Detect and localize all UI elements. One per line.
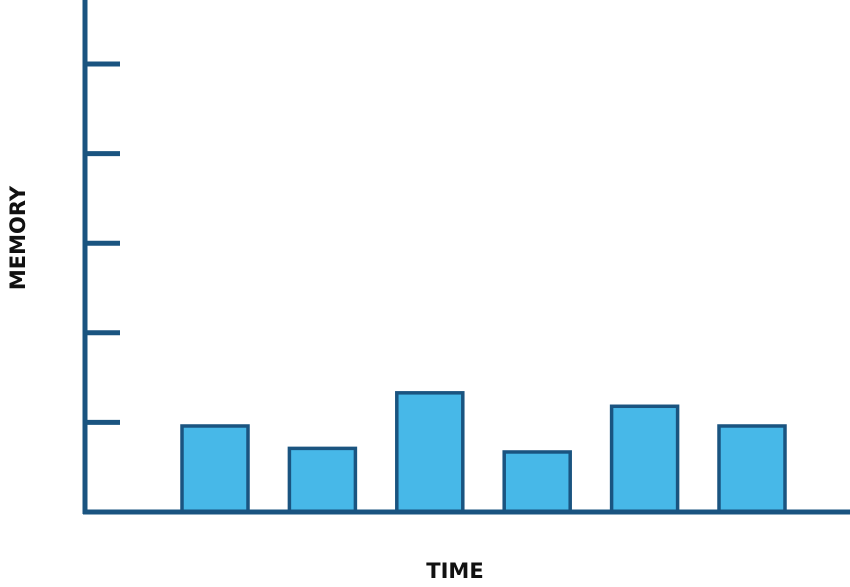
y-axis-label: MEMORY [6, 185, 30, 290]
bar-1 [180, 424, 250, 514]
bar-5 [609, 404, 680, 514]
bar-4 [502, 450, 572, 514]
bar-2 [287, 446, 358, 514]
x-axis-label: TIME [426, 559, 483, 583]
bar-3 [395, 391, 465, 514]
bar-6 [717, 424, 787, 514]
